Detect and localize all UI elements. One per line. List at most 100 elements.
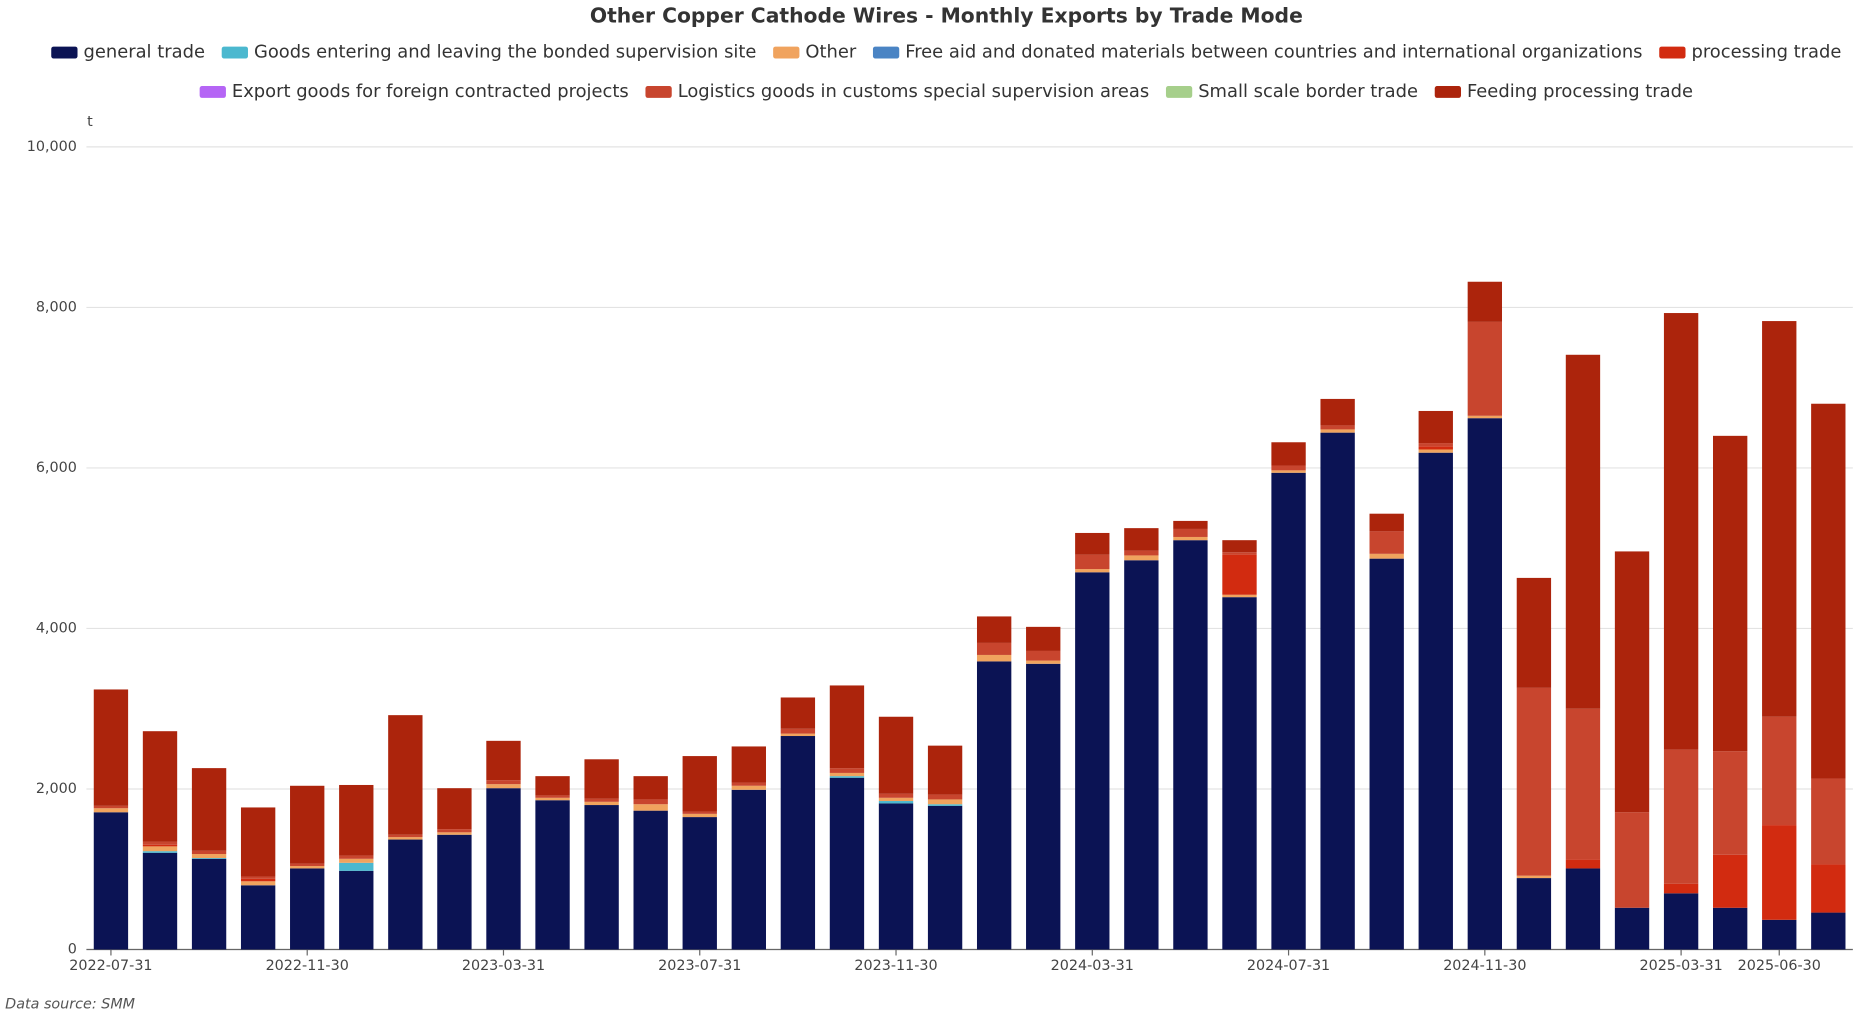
- bar-segment: [388, 834, 423, 838]
- x-tick-label: 2024-07-31: [1247, 958, 1330, 974]
- legend-swatch: [773, 46, 800, 59]
- bar-segment: [240, 876, 276, 879]
- bar-segment: [486, 784, 521, 789]
- bar-segment: [1075, 532, 1110, 555]
- bar-segment: [1124, 560, 1159, 950]
- bar-segment: [1222, 554, 1257, 595]
- y-tick-label: 6,000: [36, 460, 77, 476]
- bar-segment: [584, 805, 619, 950]
- bar-segment: [142, 851, 178, 853]
- bar-segment: [1663, 313, 1699, 750]
- legend-swatch: [1434, 85, 1462, 98]
- bar-segment: [142, 844, 178, 847]
- bar-segment: [1467, 418, 1503, 950]
- bar-segment: [1418, 446, 1453, 450]
- bar-segment: [1369, 558, 1404, 950]
- bar-segment: [1762, 919, 1797, 950]
- bar-segment: [976, 654, 1012, 662]
- bar-segment: [1811, 864, 1846, 913]
- bar-segment: [1173, 520, 1208, 529]
- bar-segment: [1222, 552, 1257, 555]
- bar-segment: [388, 837, 423, 840]
- bar-segment: [142, 731, 178, 842]
- bar-segment: [1418, 452, 1453, 950]
- bar-segment: [927, 745, 963, 795]
- bar-segment: [240, 807, 276, 877]
- bar-segment: [1075, 569, 1110, 573]
- bar-segment: [878, 801, 914, 804]
- bar-segment: [1075, 554, 1110, 570]
- legend-label: general trade: [83, 42, 205, 63]
- bar-segment: [633, 804, 668, 811]
- y-tick-label: 0: [68, 942, 77, 958]
- bar-segment: [1712, 854, 1748, 908]
- bar-segment: [1418, 410, 1453, 444]
- legend-swatch: [51, 46, 78, 59]
- legend-label: Small scale border trade: [1198, 81, 1418, 102]
- bar-segment: [1663, 893, 1699, 950]
- legend-item: general trade: [51, 42, 205, 63]
- legend-label: Goods entering and leaving the bonded su…: [254, 42, 756, 63]
- bar-segment: [1320, 432, 1355, 950]
- legend-row: general trade Goods entering and leaving …: [51, 42, 1841, 63]
- legend-item: processing trade: [1659, 42, 1841, 63]
- bar-segment: [191, 768, 227, 851]
- bar-segment: [584, 801, 619, 806]
- bar-segment: [1173, 540, 1208, 950]
- x-tick-label: 2023-07-31: [658, 958, 741, 974]
- bar-segment: [142, 841, 178, 845]
- bar-segment: [93, 805, 129, 809]
- bar-segment: [927, 799, 963, 805]
- bar-segment: [339, 784, 374, 856]
- bar-segment: [1026, 663, 1061, 950]
- legend-swatch: [872, 46, 900, 59]
- bar-segment: [976, 661, 1012, 950]
- bar-segment: [1320, 429, 1355, 433]
- bar-segment: [1762, 321, 1797, 717]
- bar-segment: [437, 788, 472, 830]
- bar-segment: [142, 852, 178, 950]
- legend-item: Feeding processing trade: [1434, 81, 1693, 102]
- bar-segment: [535, 797, 570, 801]
- bar-segment: [191, 853, 227, 859]
- bar-segment: [1565, 354, 1601, 709]
- bar-segment: [1614, 907, 1650, 950]
- bar-segment: [388, 839, 423, 950]
- bar-segment: [1565, 868, 1601, 950]
- bar-segment: [240, 878, 276, 882]
- bar-segment: [240, 881, 276, 886]
- bar-segment: [1516, 577, 1552, 688]
- bar-segment: [535, 800, 570, 950]
- x-tick-label: 2023-03-31: [462, 958, 545, 974]
- bar-segment: [1369, 531, 1404, 554]
- x-tick-label: 2025-06-30: [1738, 958, 1821, 974]
- bar-segment: [1712, 435, 1748, 752]
- bar-segment: [1369, 513, 1404, 532]
- bar-segment: [976, 616, 1012, 643]
- bar-segment: [1271, 442, 1306, 466]
- legend-item: Other: [773, 42, 857, 63]
- bar-segment: [1614, 812, 1650, 908]
- bar-segment: [1124, 550, 1159, 556]
- bar-segment: [339, 870, 374, 950]
- bar-segment: [1075, 572, 1110, 950]
- bar-segment: [290, 863, 325, 867]
- bar-segment: [1467, 415, 1503, 419]
- bar-segment: [1320, 398, 1355, 426]
- chart-title: Other Copper Cathode Wires - Monthly Exp…: [590, 4, 1303, 28]
- bar-segment: [731, 782, 766, 786]
- y-tick-label: 2,000: [36, 781, 77, 797]
- bar-segment: [93, 808, 129, 813]
- bar-segment: [1565, 859, 1601, 869]
- bar-segment: [339, 855, 374, 859]
- bar-segment: [93, 812, 129, 950]
- bar-segment: [829, 777, 865, 950]
- bar-segment: [682, 756, 717, 812]
- bar-segment: [486, 740, 521, 781]
- bar-segment: [290, 868, 325, 950]
- bar-segment: [1222, 540, 1257, 553]
- bar-segment: [633, 810, 668, 950]
- bar-segment: [780, 736, 816, 950]
- x-tick-label: 2025-03-31: [1639, 958, 1722, 974]
- bar-segment: [1222, 597, 1257, 950]
